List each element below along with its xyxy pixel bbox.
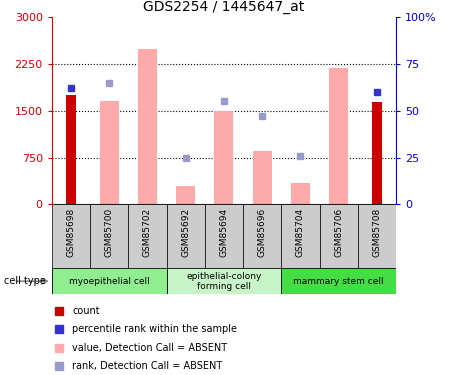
Bar [99, 101, 119, 204]
Text: mammary stem cell: mammary stem cell [293, 277, 384, 286]
Bar [176, 186, 195, 204]
Text: GSM85708: GSM85708 [373, 208, 382, 257]
Bar [90, 204, 128, 268]
Text: GSM85698: GSM85698 [67, 208, 76, 257]
Text: GSM85694: GSM85694 [220, 208, 228, 257]
Text: GSM85692: GSM85692 [181, 208, 190, 257]
Text: GSM85704: GSM85704 [296, 208, 305, 257]
Bar [52, 268, 166, 294]
Text: GSM85706: GSM85706 [334, 208, 343, 257]
Text: cell type: cell type [4, 276, 46, 286]
Text: GSM85702: GSM85702 [143, 208, 152, 257]
Text: count: count [72, 306, 100, 316]
Bar [281, 268, 396, 294]
Bar [372, 102, 382, 204]
Text: myoepithelial cell: myoepithelial cell [69, 277, 149, 286]
Bar [166, 268, 281, 294]
Bar [166, 204, 205, 268]
Bar [138, 49, 157, 204]
Bar [291, 183, 310, 204]
Bar [329, 68, 348, 204]
Text: GSM85700: GSM85700 [104, 208, 113, 257]
Bar [52, 204, 90, 268]
Text: value, Detection Call = ABSENT: value, Detection Call = ABSENT [72, 343, 228, 353]
Title: GDS2254 / 1445647_at: GDS2254 / 1445647_at [143, 0, 305, 15]
Bar [66, 95, 76, 204]
Bar [320, 204, 358, 268]
Bar [205, 204, 243, 268]
Bar [358, 204, 396, 268]
Bar [281, 204, 320, 268]
Bar [214, 111, 234, 204]
Bar [128, 204, 166, 268]
Bar [243, 204, 281, 268]
Bar [252, 151, 272, 204]
Text: epithelial-colony
forming cell: epithelial-colony forming cell [186, 272, 261, 291]
Text: rank, Detection Call = ABSENT: rank, Detection Call = ABSENT [72, 361, 223, 371]
Text: percentile rank within the sample: percentile rank within the sample [72, 324, 238, 334]
Text: GSM85696: GSM85696 [257, 208, 266, 257]
